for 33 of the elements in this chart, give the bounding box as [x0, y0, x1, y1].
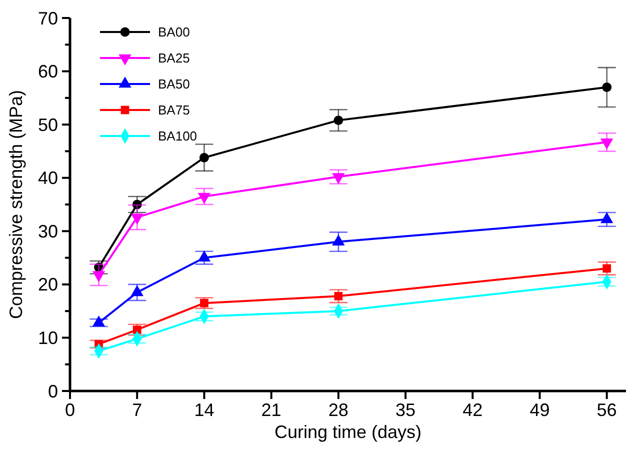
- x-tick-label: 7: [132, 400, 142, 420]
- y-tick-label: 20: [38, 274, 58, 295]
- point: [334, 116, 344, 126]
- y-tick-label: 30: [38, 221, 58, 242]
- point: [132, 326, 142, 334]
- point: [199, 152, 209, 162]
- x-tick-label: 14: [194, 400, 214, 420]
- legend-label: BA50: [158, 76, 190, 92]
- legend-label: BA75: [158, 102, 190, 118]
- y-tick-label: 50: [38, 114, 58, 135]
- y-tick-label: 10: [38, 328, 58, 348]
- x-tick-label: 42: [462, 400, 483, 420]
- x-tick-label: 56: [596, 400, 617, 420]
- point: [602, 82, 612, 92]
- x-tick-label: 28: [328, 400, 348, 420]
- x-tick-label: 49: [530, 400, 550, 420]
- x-tick-label: 0: [64, 400, 76, 420]
- point: [602, 264, 612, 273]
- legend-label: BA25: [158, 50, 190, 66]
- y-tick-label: 40: [38, 168, 58, 188]
- x-axis-title: Curing time (days): [274, 422, 422, 442]
- y-tick-label: 70: [38, 8, 58, 28]
- x-tick-label: 21: [261, 400, 282, 420]
- point: [200, 298, 208, 308]
- legend-label: BA100: [158, 128, 198, 144]
- y-tick-label: 0: [48, 381, 58, 402]
- point: [132, 200, 142, 210]
- y-axis-title: Compressive strength (MPa): [6, 90, 26, 320]
- legend-label: BA00: [158, 24, 190, 40]
- x-tick-label: 35: [396, 400, 416, 420]
- point: [600, 138, 614, 150]
- point: [334, 292, 343, 300]
- y-tick-label: 60: [38, 62, 58, 82]
